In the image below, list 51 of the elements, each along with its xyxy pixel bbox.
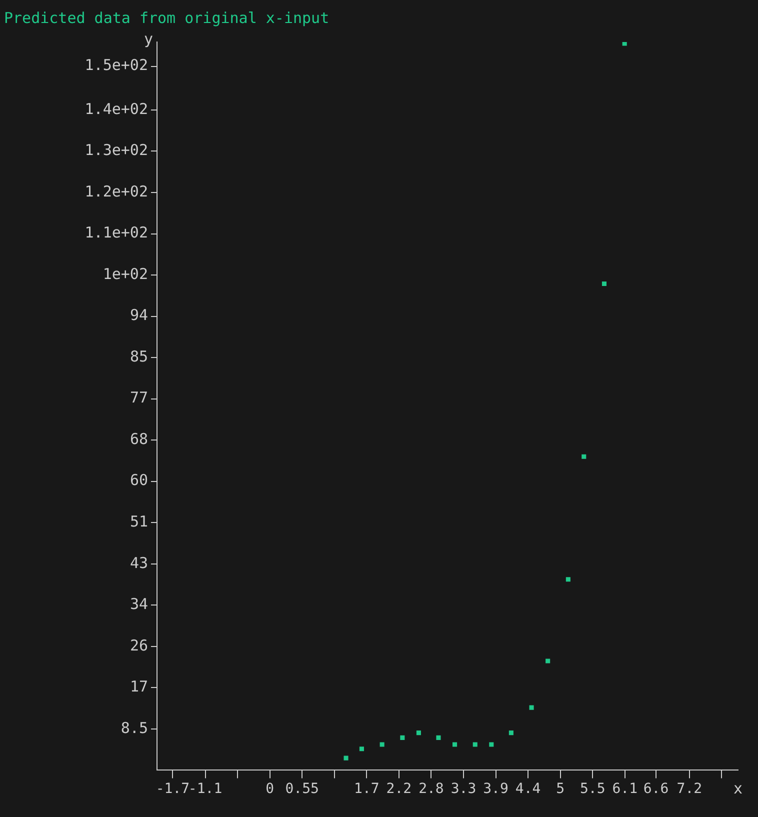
y-axis-title: y [144,30,153,48]
y-tick-label: 1.3e+02 [84,141,148,160]
x-tick-label: 1.7 [354,781,380,798]
x-tick-label: 2.8 [418,781,444,798]
x-tick-label: 5.5 [580,781,606,798]
point [436,735,441,740]
chart-title: Predicted data from original x-input [4,8,330,27]
y-tick-label: 51 [130,512,148,531]
point [529,705,534,710]
point [359,746,364,752]
point [566,577,570,582]
point [380,742,384,747]
y-tick-label: 77 [130,388,148,407]
x-tick-label: 0.55 [285,781,319,798]
x-tick-label: 0 [266,781,274,798]
point [452,742,458,747]
y-tick-label: 1.4e+02 [84,100,148,118]
y-tick-label: 17 [130,678,148,696]
y-tick-label: 1e+02 [102,264,148,283]
point [416,730,421,736]
y-tick-label: 85 [130,347,148,366]
x-tick-label: 2.2 [386,781,412,798]
point [546,658,550,664]
x-tick-label: 5 [556,781,565,798]
y-tick-label: 26 [130,636,148,654]
x-tick-label: 4.4 [515,781,541,798]
y-tick-label: 1.2e+02 [84,182,148,200]
y-tick-label: 43 [130,554,148,572]
point [508,730,514,736]
x-tick-label: -1.7 [156,781,190,798]
y-tick-label: 68 [130,430,148,448]
x-tick-label: 6.1 [612,781,638,798]
x-tick-label: 3.3 [450,781,476,798]
y-tick-label: 94 [130,306,148,324]
point [622,42,627,46]
point [344,756,348,760]
point [582,454,586,459]
y-tick-label: 8.5 [120,718,148,737]
point [602,281,607,286]
x-tick-label: 3.9 [483,781,508,798]
x-tick-label: 7.2 [676,781,702,798]
y-tick-label: 1.5e+02 [84,56,148,74]
point [472,742,478,747]
point [400,735,405,740]
point [489,742,494,747]
y-tick-label: 1.1e+02 [84,224,148,242]
y-tick-label: 34 [130,595,148,614]
x-axis-title: x [733,780,743,798]
x-tick-label: -1.1 [188,781,222,798]
x-tick-label: 6.6 [643,781,669,798]
y-tick-label: 60 [130,471,148,490]
